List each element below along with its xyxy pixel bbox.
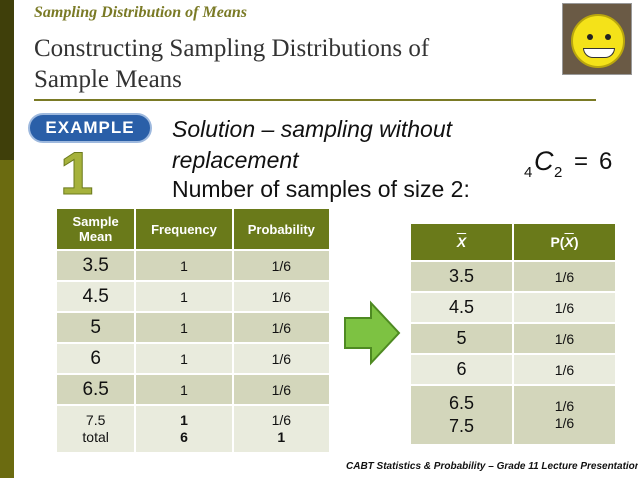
sample-mean-cell: 6.5 [54,373,137,406]
p-value: 1/6 [554,415,575,431]
p-cell: 1/6 [511,291,618,324]
combination-equals: = [574,148,589,175]
combination-n: 4 [524,164,533,181]
table-row: 6.5 7.5 1/6 1/6 [409,384,618,446]
frequency-table: Sample Mean Frequency Probability 3.5 1 … [54,207,332,454]
avatar-eye-right [605,34,611,40]
slide-footer: CABT Statistics & Probability – Grade 11… [346,461,638,472]
example-number: 1 [59,140,94,207]
combination-symbol: C [534,146,554,176]
x-bar-cell: 5 [409,322,514,355]
table-row: 6 1 1/6 [54,342,332,375]
frequency-cell: 1 [134,311,234,344]
header-p-x-bar: P(X) [511,222,618,262]
avatar-eye-left [587,34,593,40]
header-x-bar: X [409,222,514,262]
sample-mean-total-cell: 7.5 total [54,404,137,454]
sample-mean-cell: 4.5 [54,280,137,313]
x-bar-cell: 3.5 [409,260,514,293]
total-label: total [82,429,109,445]
p-multi-cell: 1/6 1/6 [511,384,618,446]
title-line-2: Sample Means [34,66,182,93]
probability-cell: 1/6 [231,249,332,282]
slide-title: Constructing Sampling Distributions of S… [34,33,504,95]
p-value: 1/6 [554,398,575,414]
x-bar-cell: 6 [409,353,514,386]
combination-r: 2 [554,164,563,181]
table-row: 4.5 1/6 [409,291,618,324]
sample-mean-cell: 3.5 [54,249,137,282]
frequency-cell: 1 [134,373,234,406]
probability-value: 1/6 [271,412,292,428]
table-row: 4.5 1 1/6 [54,280,332,313]
frequency-total: 6 [180,429,188,445]
sample-mean-cell: 5 [54,311,137,344]
probability-cell: 1/6 [231,280,332,313]
table-row: 6 1/6 [409,353,618,386]
frequency-table-header: Sample Mean Frequency Probability [54,207,332,251]
table-row: 5 1/6 [409,322,618,355]
right-arrow-icon [344,300,401,366]
table-row: 6.5 1 1/6 [54,373,332,406]
p-cell: 1/6 [511,260,618,293]
sample-mean-cell: 6 [54,342,137,375]
header-probability: Probability [231,207,332,251]
probability-cell: 1/6 [231,311,332,344]
x-bar-multi-cell: 6.5 7.5 [409,384,514,446]
combination-formula: 4 C 2 = 6 [524,140,624,186]
header-sample-mean: Sample Mean [54,207,137,251]
frequency-cell: 1 [134,342,234,375]
x-bar-cell: 4.5 [409,291,514,324]
probability-total-cell: 1/6 1 [231,404,332,454]
frequency-total-cell: 1 6 [134,404,234,454]
frequency-cell: 1 [134,249,234,282]
solution-line-1: Solution – sampling without [172,116,452,142]
sample-mean-value: 7.5 [85,412,106,428]
title-line-1: Constructing Sampling Distributions of [34,35,430,62]
p-cell: 1/6 [511,353,618,386]
table-row: 5 1 1/6 [54,311,332,344]
title-divider [34,99,596,101]
table-row-with-total: 7.5 total 1 6 1/6 1 [54,404,332,454]
avatar-face [571,14,625,68]
probability-total: 1 [277,429,286,445]
p-cell: 1/6 [511,322,618,355]
solution-line-3: Number of samples of size 2: [172,176,470,202]
probability-distribution-table: X P(X) 3.5 1/6 4.5 1/6 5 1/6 6 1/6 6.5 7… [409,222,618,446]
x-bar-value: 6.5 [448,393,474,413]
smiley-avatar-icon [562,3,632,75]
slide-kicker: Sampling Distribution of Means [34,4,247,21]
table-row: 3.5 1/6 [409,260,618,293]
header-frequency: Frequency [134,207,234,251]
frequency-value: 1 [180,412,188,428]
combination-value: 6 [599,148,613,175]
x-bar-value: 7.5 [448,416,474,436]
solution-line-2: replacement [172,147,299,173]
probability-cell: 1/6 [231,373,332,406]
table-row: 3.5 1 1/6 [54,249,332,282]
left-accent-bar-top [0,0,14,160]
example-badge: EXAMPLE [28,113,152,143]
frequency-cell: 1 [134,280,234,313]
distribution-table-header: X P(X) [409,222,618,262]
probability-cell: 1/6 [231,342,332,375]
avatar-mouth [583,48,615,58]
